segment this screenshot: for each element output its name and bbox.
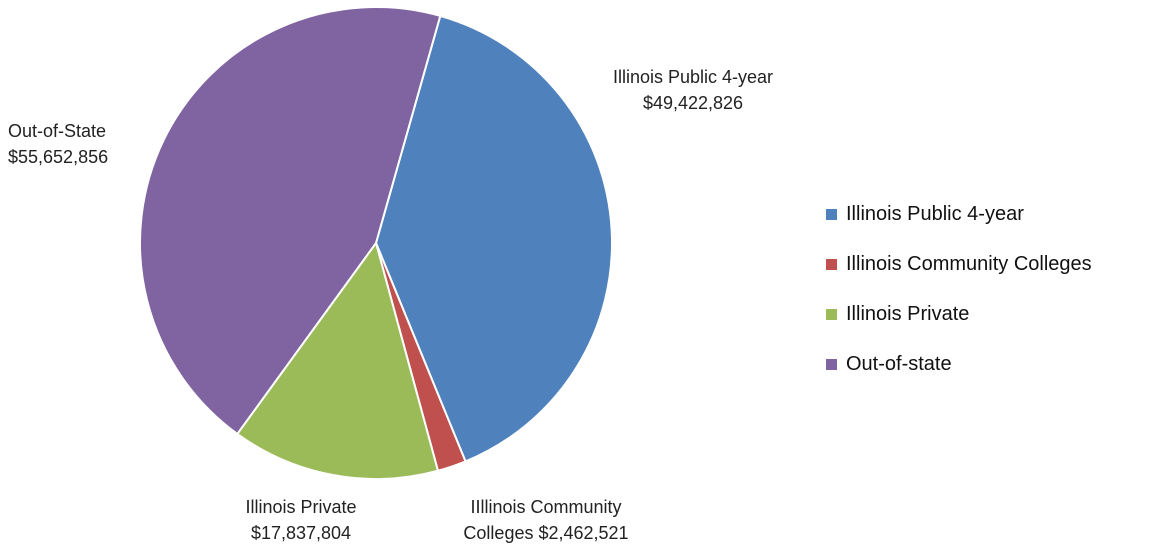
data-label-out-of-state-value: $55,652,856 <box>8 147 109 167</box>
data-label-out-of-state-name: Out-of-State <box>8 121 107 141</box>
data-label-illinois-private-name: Illinois Private <box>245 497 357 517</box>
pie-slice-illinois-private <box>236 242 439 480</box>
data-label-illinois-private: Illinois Private $17,837,804 <box>206 494 396 546</box>
legend: Illinois Public 4-year Illinois Communit… <box>826 202 1092 402</box>
legend-item-community-colleges: Illinois Community Colleges <box>826 252 1092 277</box>
data-label-illinois-public: Illinois Public 4-year $49,422,826 <box>593 64 793 116</box>
data-label-illinois-public-name: Illinois Public 4-year <box>612 67 774 87</box>
legend-item-illinois-private: Illinois Private <box>826 302 1092 327</box>
legend-swatch-illinois-private <box>826 309 837 320</box>
pie-slice-out-of-state <box>139 6 442 435</box>
legend-swatch-out-of-state <box>826 359 837 370</box>
data-label-illinois-public-value: $49,422,826 <box>642 93 744 113</box>
data-label-out-of-state: Out-of-State $55,652,856 <box>8 118 108 170</box>
legend-item-illinois-public: Illinois Public 4-year <box>826 202 1092 227</box>
legend-label-illinois-public: Illinois Public 4-year <box>846 203 1024 225</box>
data-label-community-colleges-name: IIllinois Community <box>470 497 622 517</box>
legend-swatch-community-colleges <box>826 259 837 270</box>
legend-item-out-of-state: Out-of-state <box>826 352 1092 377</box>
legend-label-community-colleges: Illinois Community Colleges <box>846 253 1092 275</box>
legend-label-out-of-state: Out-of-state <box>846 353 952 375</box>
data-label-community-colleges-value: Colleges $2,462,521 <box>463 523 629 543</box>
legend-label-illinois-private: Illinois Private <box>846 303 970 325</box>
data-label-illinois-private-value: $17,837,804 <box>250 523 352 543</box>
pie-slice-illinois-public <box>375 14 613 463</box>
legend-swatch-illinois-public <box>826 209 837 220</box>
data-label-community-colleges: IIllinois Community Colleges $2,462,521 <box>436 494 656 546</box>
